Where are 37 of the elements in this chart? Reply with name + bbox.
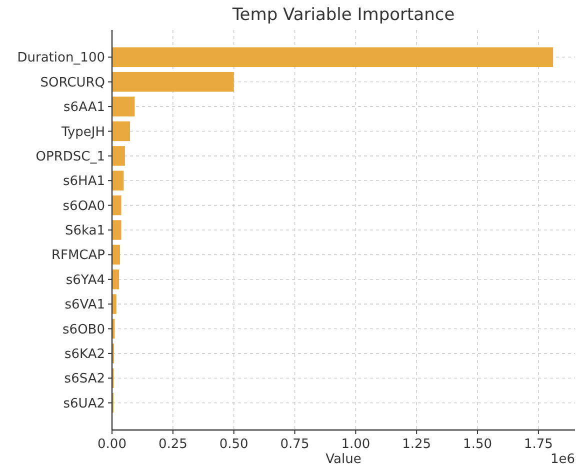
- x-tick-label: 1.50: [463, 437, 492, 452]
- chart-title: Temp Variable Importance: [231, 5, 455, 25]
- y-tick-label: s6YA4: [66, 272, 105, 288]
- x-tick-label: 1.25: [402, 437, 432, 452]
- bar: [112, 244, 120, 265]
- y-tick-label: S6ka1: [64, 224, 105, 239]
- bar: [112, 96, 135, 116]
- y-tick-label: s6OA0: [62, 198, 105, 214]
- y-tick-label: SORCURQ: [40, 75, 105, 90]
- y-tick-label: OPRDSC_1: [36, 149, 105, 164]
- bar: [112, 294, 116, 314]
- x-tick-label: 0.50: [219, 437, 248, 452]
- x-axis-title: Value: [326, 452, 362, 467]
- bar: [112, 47, 554, 68]
- y-tick-label: s6SA2: [64, 372, 105, 387]
- x-tick-label: 1.00: [341, 437, 370, 452]
- bar: [112, 170, 124, 190]
- y-tick-label: s6AA1: [64, 100, 105, 116]
- x-tick-label: 0.25: [158, 437, 188, 452]
- x-tick-label: 1.75: [524, 437, 553, 452]
- y-tick-label: RFMCAP: [51, 248, 106, 264]
- bar: [112, 270, 120, 290]
- y-tick-label: TypeJH: [60, 124, 105, 140]
- x-tick-label: 0.00: [98, 437, 126, 452]
- bar: [112, 72, 234, 92]
- bar: [112, 121, 130, 142]
- x-tick-label: 0.75: [280, 437, 310, 452]
- y-tick-label: s6VA1: [64, 298, 105, 313]
- y-tick-label: s6HA1: [63, 174, 105, 190]
- text: 1e6: [550, 452, 575, 467]
- bar: [112, 195, 122, 216]
- y-tick-label: s6KA2: [64, 347, 105, 362]
- y-tick-label: s6OB0: [62, 322, 105, 338]
- bar: [112, 220, 122, 240]
- y-tick-label: Duration_100: [17, 50, 105, 66]
- y-tick-label: s6UA2: [63, 396, 105, 412]
- bar: [112, 146, 125, 166]
